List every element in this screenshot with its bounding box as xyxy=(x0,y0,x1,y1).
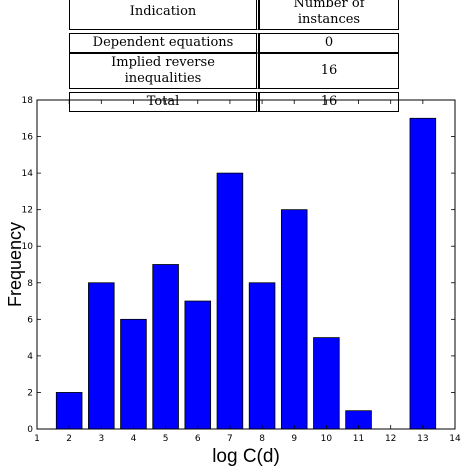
table-header-instances: Number of instances xyxy=(259,0,399,30)
x-tick-label: 1 xyxy=(34,434,40,444)
x-tick-label: 6 xyxy=(195,434,201,444)
x-tick-label: 8 xyxy=(259,434,265,444)
x-tick-label: 9 xyxy=(291,434,297,444)
x-tick-label: 7 xyxy=(227,434,233,444)
bar xyxy=(184,300,212,430)
x-tick-label: 13 xyxy=(417,434,428,444)
x-tick-label: 12 xyxy=(385,434,396,444)
table-row: Implied reverse inequalities 16 xyxy=(69,53,399,89)
bar xyxy=(248,282,276,430)
bar xyxy=(313,337,340,430)
plot-frame xyxy=(36,99,456,430)
y-tick-label: 18 xyxy=(22,96,34,106)
bar xyxy=(216,172,244,430)
table-header-indication: Indication xyxy=(69,0,259,30)
table-total-row: Total 16 xyxy=(69,92,399,112)
y-tick-label: 12 xyxy=(22,206,33,216)
x-tick-label: 3 xyxy=(98,434,104,444)
bar xyxy=(120,318,147,430)
indication-table: Indication Number of instances Dependent… xyxy=(69,0,399,112)
x-tick-label: 4 xyxy=(131,434,137,444)
x-axis-label: log C(d) xyxy=(212,446,280,467)
table-cell-indication: Dependent equations xyxy=(69,33,259,53)
x-tick-label: 5 xyxy=(163,434,169,444)
bar xyxy=(152,264,179,430)
y-tick-label: 10 xyxy=(22,242,34,252)
x-tick-label: 14 xyxy=(449,434,461,444)
y-tick-label: 2 xyxy=(27,388,33,398)
bar xyxy=(88,282,115,430)
table-header-row: Indication Number of instances xyxy=(69,0,399,30)
table-cell-indication: Implied reverse inequalities xyxy=(69,53,259,89)
y-tick-label: 6 xyxy=(27,315,33,325)
x-tick-label: 11 xyxy=(353,434,364,444)
y-tick-label: 16 xyxy=(22,133,34,143)
table-cell-count: 0 xyxy=(259,33,399,53)
bar xyxy=(55,392,83,430)
table-row: Dependent equations 0 xyxy=(69,33,399,53)
table-cell-count: 16 xyxy=(259,53,399,89)
bar xyxy=(409,117,437,430)
y-axis-label: Frequency xyxy=(5,222,25,307)
bar xyxy=(280,209,308,430)
x-tick-label: 2 xyxy=(66,434,72,444)
table-total-value: 16 xyxy=(259,92,399,112)
y-tick-label: 14 xyxy=(22,169,34,179)
y-tick-label: 8 xyxy=(27,279,33,289)
y-tick-label: 0 xyxy=(27,425,33,435)
x-tick-label: 10 xyxy=(321,434,333,444)
y-tick-label: 4 xyxy=(27,352,33,362)
